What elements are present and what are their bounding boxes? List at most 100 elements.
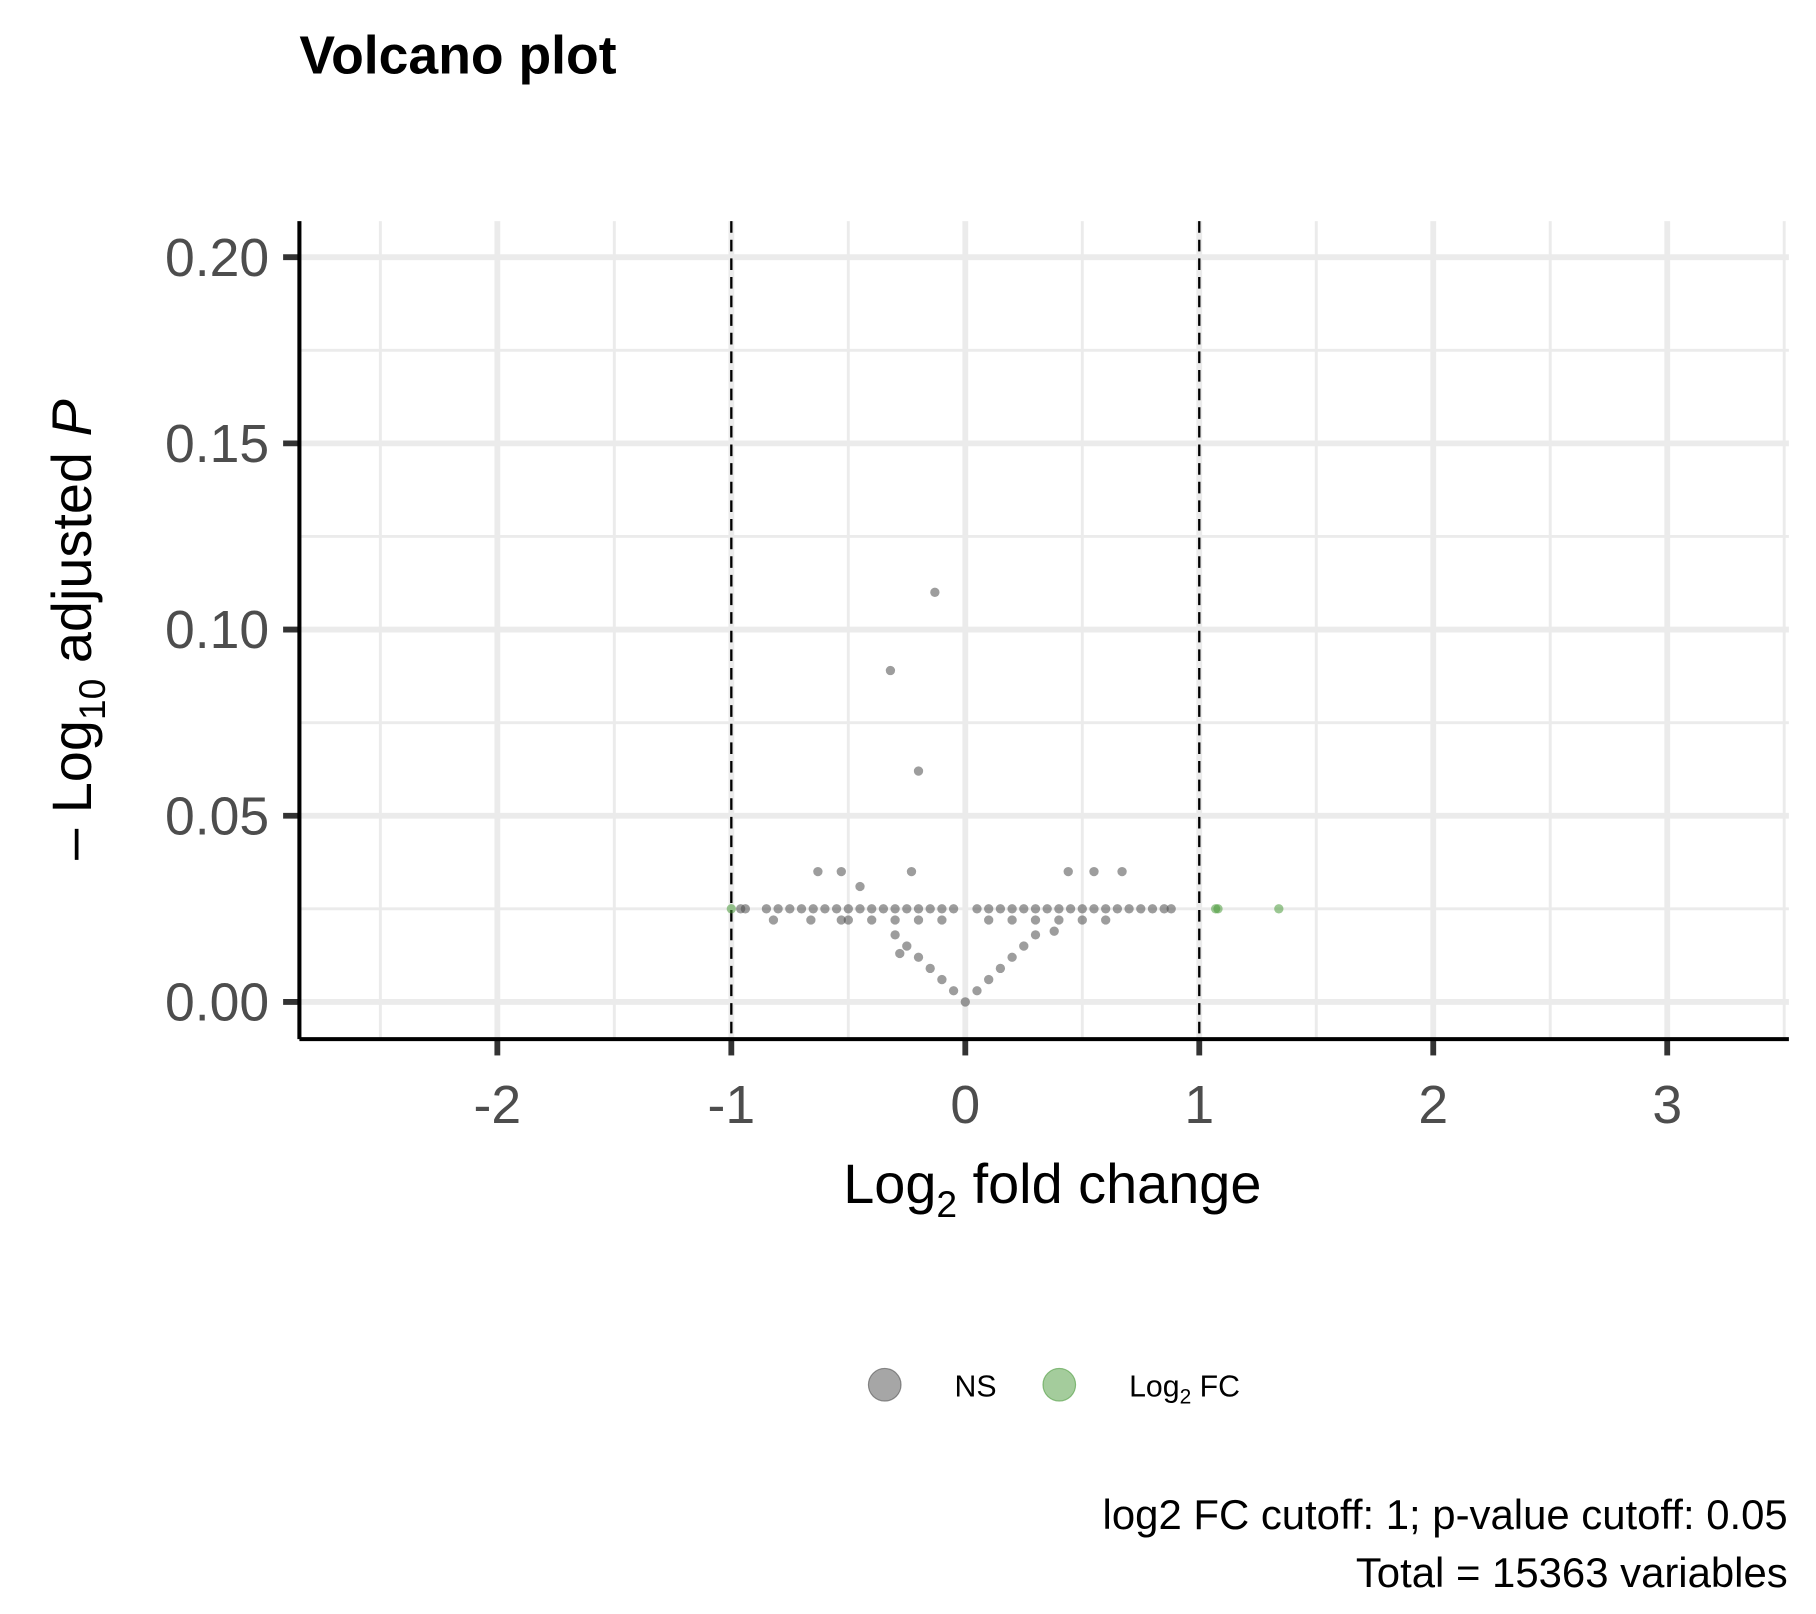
y-axis-title-rest: adjusted: [40, 437, 103, 679]
point: [984, 974, 994, 985]
point: [890, 930, 900, 940]
legend-marker: [867, 1367, 902, 1402]
point: [1077, 915, 1087, 925]
y-axis-title-italic: P: [40, 399, 103, 436]
point: [1049, 926, 1059, 936]
point: [972, 986, 982, 996]
x-tick-label: 3: [1652, 1076, 1682, 1135]
x-axis-title: Log2 fold change: [843, 1152, 1261, 1225]
point: [1117, 866, 1127, 877]
point: [1007, 904, 1017, 914]
point: [913, 915, 924, 925]
y-tick-label: 0.15: [165, 415, 269, 474]
point: [913, 904, 924, 914]
point: [843, 904, 853, 914]
y-axis-title: – Log10 adjusted P: [40, 399, 113, 860]
point: [925, 963, 935, 974]
point: [855, 881, 865, 892]
point: [1166, 904, 1176, 914]
x-tick-label: 1: [1184, 1076, 1214, 1135]
point: [906, 866, 917, 877]
point: [1019, 904, 1029, 914]
point: [1030, 904, 1041, 914]
point: [1274, 904, 1284, 914]
point: [785, 904, 795, 914]
point: [995, 963, 1006, 974]
point: [937, 974, 947, 985]
point: [1019, 941, 1029, 951]
point: [1089, 866, 1099, 877]
caption-line: Total = 15363 variables: [1356, 1549, 1788, 1596]
point: [1077, 904, 1087, 914]
point: [820, 904, 830, 914]
point: [843, 915, 853, 925]
y-tick-label: 0.00: [165, 974, 269, 1033]
point: [1063, 866, 1073, 877]
legend-label-rest: FC: [1191, 1370, 1240, 1403]
point: [1054, 915, 1064, 925]
point: [984, 915, 994, 925]
point: [937, 904, 947, 914]
point: [1007, 915, 1017, 925]
point: [972, 904, 982, 914]
x-axis-title-base: Log: [843, 1152, 936, 1215]
point: [960, 997, 970, 1007]
point: [1101, 915, 1111, 925]
point: [1136, 904, 1146, 914]
y-tick-label: 0.05: [165, 787, 269, 846]
point: [813, 866, 823, 877]
point: [761, 904, 772, 914]
plot-area: -2 -1 0 1 2 3 0.00 0.05 0.10 0.15 0.20: [165, 221, 1789, 1135]
x-tick-label: -1: [708, 1076, 756, 1135]
point: [726, 904, 736, 914]
point: [806, 915, 816, 925]
legend-label-sub: 2: [1180, 1385, 1192, 1408]
y-axis-title-base: – Log: [40, 720, 103, 860]
point: [796, 904, 807, 914]
point: [1030, 930, 1041, 940]
point: [855, 904, 865, 914]
point: [867, 915, 877, 925]
point: [902, 941, 912, 951]
point: [1159, 904, 1169, 914]
point: [768, 915, 779, 925]
point: [984, 904, 994, 914]
point: [878, 904, 889, 914]
point: [1007, 952, 1017, 962]
point: [1065, 904, 1076, 914]
point: [831, 904, 842, 914]
point: [890, 904, 900, 914]
point: [890, 915, 900, 925]
point: [895, 948, 905, 959]
point: [1124, 904, 1134, 914]
x-axis-title-sub: 2: [936, 1183, 957, 1225]
point: [1101, 904, 1111, 914]
x-tick-label: 0: [950, 1076, 980, 1135]
point: [902, 904, 912, 914]
point: [740, 904, 751, 914]
point: [1089, 904, 1099, 914]
point: [1147, 904, 1158, 914]
point: [1213, 904, 1223, 914]
point: [948, 904, 959, 914]
point: [913, 952, 924, 962]
legend-label: NS: [955, 1370, 997, 1403]
point: [995, 904, 1006, 914]
x-tick-label: -2: [474, 1076, 522, 1135]
y-tick-label: 0.20: [165, 229, 269, 288]
point: [937, 915, 947, 925]
point: [913, 766, 924, 776]
point: [836, 915, 846, 925]
point: [1030, 915, 1041, 925]
chart-title: Volcano plot: [299, 26, 616, 85]
point: [836, 866, 846, 877]
point: [885, 665, 896, 676]
point: [773, 904, 783, 914]
legend-label: Log2 FC: [1129, 1370, 1240, 1408]
x-axis-title-rest: fold change: [957, 1152, 1261, 1215]
point: [948, 986, 959, 996]
point: [1054, 904, 1064, 914]
point: [925, 904, 935, 914]
